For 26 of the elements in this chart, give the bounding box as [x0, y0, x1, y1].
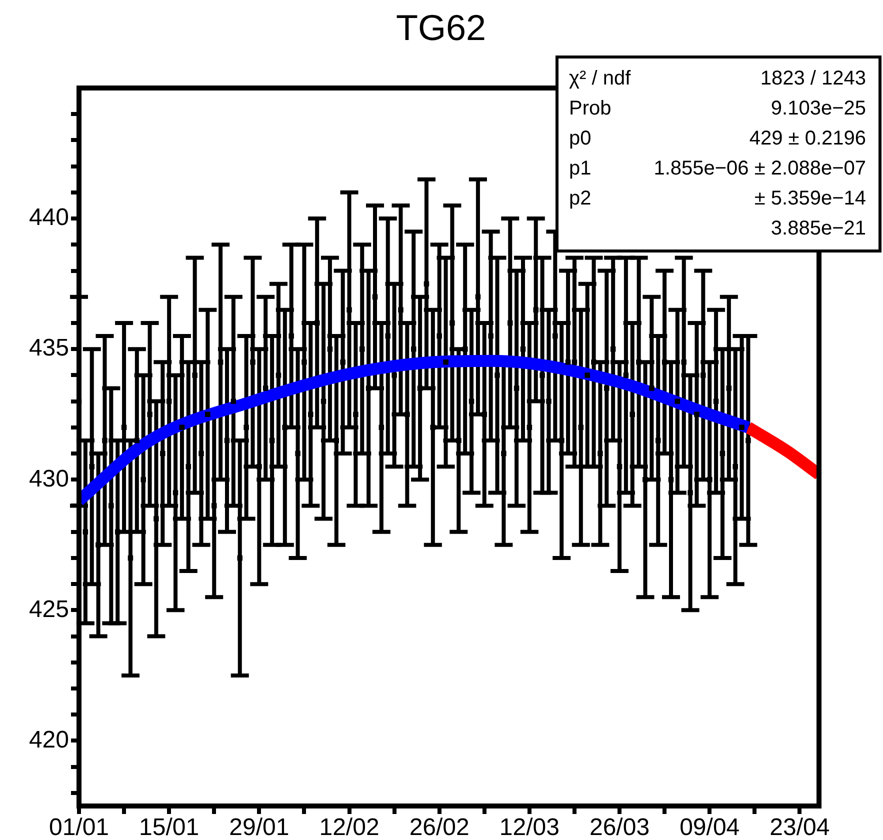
- x-tick-label: 12/02: [319, 814, 380, 840]
- annotation: 9.103e−25: [770, 98, 866, 120]
- y-tick-label: 440: [28, 204, 69, 232]
- annotation: p0: [569, 128, 592, 150]
- annotation: Prob: [569, 98, 612, 120]
- y-tick-label: 425: [28, 596, 69, 623]
- annotation: 429 ± 0.2196: [749, 128, 866, 150]
- annotation: 1823 / 1243: [760, 68, 866, 90]
- x-tick-label: 29/01: [229, 814, 290, 840]
- x-tick-label: 26/03: [589, 814, 650, 840]
- x-tick-label: 26/02: [409, 814, 470, 840]
- x-tick-label: 15/01: [139, 814, 200, 840]
- x-tick-label: 12/03: [499, 814, 560, 840]
- annotation: p1: [569, 158, 592, 180]
- annotation: 3.885e−21: [770, 218, 866, 240]
- chart-title: TG62: [396, 6, 486, 48]
- y-tick-label: 430: [28, 465, 69, 492]
- y-tick-label: 435: [28, 334, 69, 362]
- annotation: p2: [569, 188, 592, 210]
- x-tick-label: 01/01: [48, 814, 110, 840]
- y-tick-label: 420: [28, 726, 69, 754]
- annotation: 1.855e−06 ± 2.088e−07: [654, 158, 866, 180]
- annotation: χ² / ndf: [569, 68, 632, 90]
- x-tick-label: 09/04: [680, 814, 740, 840]
- annotation: ± 5.359e−14: [754, 188, 866, 210]
- x-tick-label: 23/04: [770, 814, 830, 840]
